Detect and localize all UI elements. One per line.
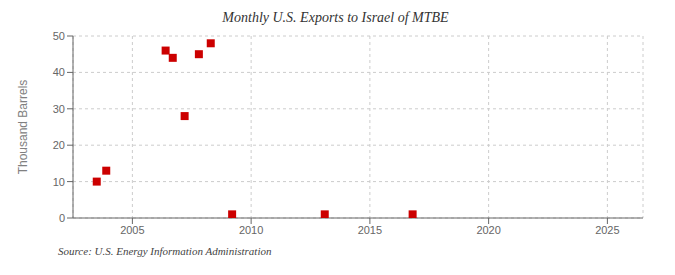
svg-text:2005: 2005 xyxy=(120,224,144,236)
svg-text:2020: 2020 xyxy=(476,224,500,236)
svg-text:10: 10 xyxy=(53,176,65,188)
svg-text:30: 30 xyxy=(53,103,65,115)
html-text:Monthly U.S. Exports to Israel: Monthly U.S. Exports to Israel of MTBE xyxy=(222,10,449,25)
html-text:Source: U.S. Energy Informatio: Source: U.S. Energy Information Administ… xyxy=(58,245,272,257)
svg-text:Thousand Barrels: Thousand Barrels xyxy=(16,80,30,175)
svg-text:0: 0 xyxy=(59,212,65,224)
svg-text:2025: 2025 xyxy=(595,224,619,236)
svg-text:20: 20 xyxy=(53,139,65,151)
svg-text:2010: 2010 xyxy=(239,224,263,236)
svg-text:50: 50 xyxy=(53,30,65,42)
svg-text:2015: 2015 xyxy=(358,224,382,236)
svg-text:40: 40 xyxy=(53,66,65,78)
